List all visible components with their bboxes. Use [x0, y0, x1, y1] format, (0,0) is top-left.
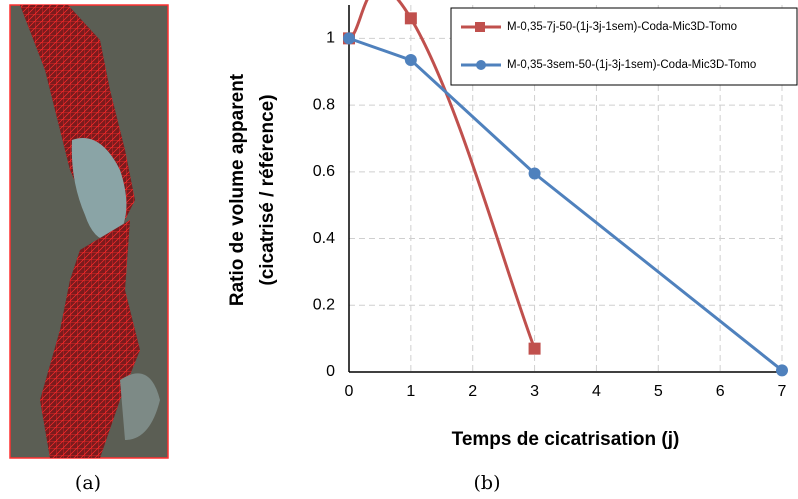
- marker: [404, 54, 417, 67]
- caption: (a): [75, 472, 101, 494]
- series-line: [348, 36, 783, 372]
- photo-panel: [9, 4, 169, 459]
- x-tick-label: 7: [778, 383, 787, 400]
- y-axis-label: (cicatrisé / référence): [257, 94, 278, 285]
- x-tick-label: 2: [468, 383, 477, 400]
- series-line: [348, 0, 536, 350]
- legend-label: M-0,35-3sem-50-(1j-3j-1sem)-Coda-Mic3D-T…: [507, 59, 756, 71]
- y-tick-label: 0.2: [313, 296, 335, 313]
- y-tick-label: 0.4: [313, 230, 335, 247]
- legend-marker: [475, 22, 485, 32]
- y-tick-label: 0.8: [313, 96, 335, 113]
- y-tick-label: 0: [326, 363, 335, 380]
- x-tick-label: 3: [530, 383, 539, 400]
- marker: [528, 167, 541, 180]
- marker: [528, 342, 541, 355]
- y-tick-label: 0.6: [313, 163, 335, 180]
- x-tick-label: 6: [716, 383, 725, 400]
- y-tick-label: 1: [326, 30, 335, 47]
- x-tick-label: 5: [654, 383, 663, 400]
- y-axis-label: Ratio de volume apparent: [227, 73, 248, 306]
- x-tick-label: 1: [406, 383, 415, 400]
- marker: [776, 364, 788, 377]
- legend: [450, 7, 798, 86]
- marker: [404, 12, 417, 25]
- x-axis-label: Temps de cicatrisation (j): [452, 429, 680, 450]
- caption: (b): [474, 472, 501, 494]
- legend-label: M-0,35-7j-50-(1j-3j-1sem)-Coda-Mic3D-Tom…: [507, 21, 737, 33]
- x-tick-label: 0: [345, 383, 354, 400]
- marker: [343, 32, 355, 45]
- x-tick-label: 4: [592, 383, 601, 400]
- legend-marker: [476, 60, 486, 70]
